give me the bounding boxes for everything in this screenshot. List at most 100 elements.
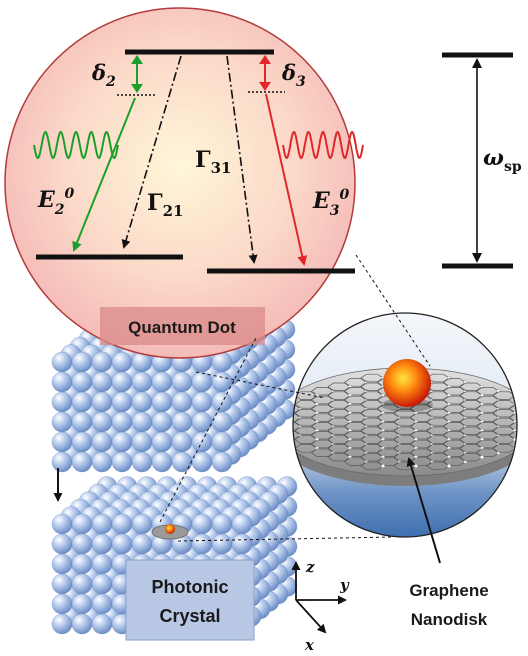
graphene-hexagon — [360, 400, 384, 409]
graphene-hexagon — [360, 409, 384, 418]
graphene-label-line1: Graphene — [409, 581, 488, 600]
graphene-hexagon — [310, 387, 335, 396]
crystal-sphere — [51, 513, 73, 535]
graphene-hexagon — [475, 431, 500, 440]
graphene-hexagon — [293, 431, 302, 440]
graphene-hexagon — [459, 417, 483, 427]
crystal-sphere — [211, 411, 233, 433]
crystal-sphere — [91, 391, 113, 413]
graphene-hexagon — [310, 448, 335, 457]
carbon-atom — [381, 464, 386, 469]
crystal-sphere — [151, 451, 173, 473]
graphene-hexagon — [343, 387, 368, 396]
quantum-dot-sphere — [383, 359, 431, 407]
graphene-hexagon — [343, 413, 368, 422]
photonic-crystal-label-line2: Crystal — [159, 606, 220, 626]
graphene-hexagon — [442, 422, 467, 431]
crystal-sphere — [71, 371, 93, 393]
graphene-hexagon — [293, 413, 302, 422]
graphene-hexagon — [475, 387, 500, 396]
delta2-label: δ2 — [91, 60, 116, 90]
crystal-sphere — [51, 391, 73, 413]
crystal-sphere — [71, 613, 93, 635]
crystal-sphere — [151, 411, 173, 433]
graphene-hexagon — [508, 431, 517, 440]
crystal-sphere — [91, 613, 113, 635]
field-e3-arrow — [265, 93, 308, 266]
graphene-hexagon — [343, 404, 368, 413]
graphene-hexagon — [426, 461, 450, 471]
graphene-hexagon — [360, 453, 384, 462]
graphene-hexagon — [327, 426, 351, 435]
crystal-sphere — [211, 431, 233, 453]
graphene-hexagon — [492, 417, 516, 427]
graphene-hexagon — [310, 413, 335, 422]
graphene-hexagon — [426, 435, 450, 444]
crystal-sphere — [51, 451, 73, 473]
crystal-sphere — [211, 451, 233, 473]
graphene-hexagon — [442, 387, 467, 396]
crystal-sphere — [131, 451, 153, 473]
crystal-sphere — [71, 431, 93, 453]
crystal-sphere — [91, 593, 113, 615]
crystal-sphere — [91, 411, 113, 433]
crystal-sphere — [91, 553, 113, 575]
crystal-sphere — [91, 533, 113, 555]
crystal-sphere — [91, 451, 113, 473]
crystal-sphere — [91, 431, 113, 453]
graphene-hexagon — [327, 435, 351, 444]
crystal-sphere — [51, 613, 73, 635]
crystal-sphere — [151, 371, 173, 393]
crystal-sphere — [171, 391, 193, 413]
graphene-hexagon — [376, 422, 401, 431]
crystal-sphere — [71, 411, 93, 433]
graphene-hexagon — [310, 439, 335, 449]
z-axis-label: z — [305, 558, 315, 576]
graphene-hexagon — [442, 431, 467, 440]
graphene-hexagon — [376, 404, 401, 413]
crystal-sphere — [131, 513, 153, 535]
graphene-hexagon — [294, 426, 318, 435]
crystal-sphere — [211, 513, 233, 535]
delta3-arrow — [259, 55, 271, 91]
graphene-hexagon — [492, 444, 516, 453]
graphene-hexagon — [459, 435, 483, 444]
graphene-hexagon — [294, 435, 318, 444]
graphene-hexagon — [459, 453, 483, 462]
graphene-hexagon — [393, 409, 417, 418]
graphene-hexagon — [327, 444, 351, 453]
graphene-hexagon — [442, 395, 467, 405]
crystal-sphere — [191, 411, 213, 433]
crystal-sphere — [51, 553, 73, 575]
graphene-hexagon — [343, 431, 368, 440]
photonic-crystal-label-box — [125, 559, 255, 641]
gamma21-label: Γ21 — [147, 190, 184, 220]
graphene-hexagon — [310, 395, 335, 405]
graphene-hexagon — [409, 431, 434, 440]
graphene-hexagon — [343, 395, 368, 405]
graphene-hexagon — [376, 448, 401, 457]
crystal-sphere — [191, 451, 213, 473]
crystal-sphere — [111, 431, 133, 453]
graphene-pointer-arrow — [406, 457, 441, 564]
graphene-hexagon — [475, 413, 500, 422]
graphene-hexagon — [327, 400, 351, 409]
graphene-hexagon — [475, 422, 500, 431]
omega-sp-label: ωsp — [483, 145, 522, 175]
coordinate-axes: z y x — [291, 558, 350, 654]
crystal-sphere — [111, 513, 133, 535]
crystal-sphere — [151, 431, 173, 453]
graphene-hexagon — [492, 435, 516, 444]
crystal-sphere — [91, 513, 113, 535]
crystal-sphere — [71, 573, 93, 595]
graphene-hexagon — [310, 404, 335, 413]
graphene-hexagon — [294, 409, 318, 418]
graphene-hexagon — [459, 426, 483, 435]
crystal-sphere — [111, 391, 133, 413]
photonic-crystal-label-line1: Photonic — [152, 577, 229, 597]
graphene-hexagon — [492, 409, 516, 418]
graphene-hexagon — [310, 431, 335, 440]
graphene-hexagon — [442, 439, 467, 449]
crystal-sphere — [131, 371, 153, 393]
graphene-hexagon — [360, 373, 384, 383]
